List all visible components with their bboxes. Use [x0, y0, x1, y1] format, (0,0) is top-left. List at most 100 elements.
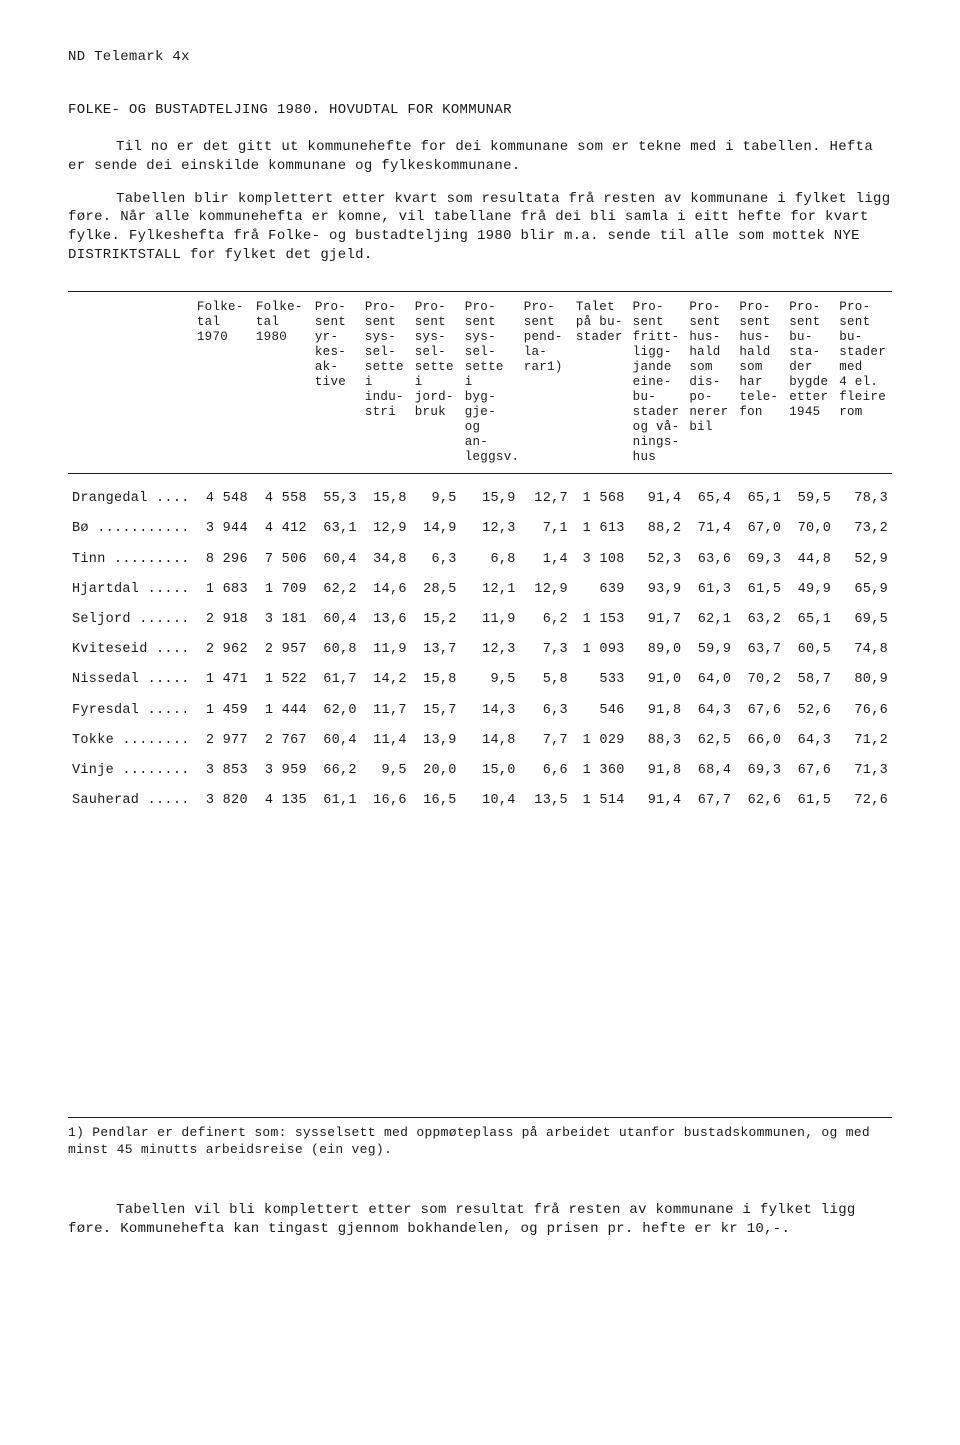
cell: 67,0	[735, 514, 785, 544]
cell: 6,3	[411, 545, 461, 575]
cell: 63,6	[685, 545, 735, 575]
row-name: Nissedal .....	[68, 665, 193, 695]
cell: 89,0	[629, 635, 686, 665]
cell: 5,8	[520, 665, 572, 695]
cell: 2 957	[252, 635, 311, 665]
row-name: Vinje ........	[68, 756, 193, 786]
cell: 1 153	[572, 605, 629, 635]
cell: 12,3	[461, 635, 520, 665]
cell: 72,6	[835, 786, 892, 816]
cell: 60,4	[311, 545, 361, 575]
col-header: Pro- sent sys- sel- sette i byg- gje- og…	[461, 292, 520, 474]
cell: 65,1	[785, 605, 835, 635]
row-name: Sauherad .....	[68, 786, 193, 816]
cell: 7 506	[252, 545, 311, 575]
cell: 64,3	[685, 696, 735, 726]
cell: 91,8	[629, 756, 686, 786]
cell: 13,6	[361, 605, 411, 635]
cell: 91,7	[629, 605, 686, 635]
table-row: Tinn .........8 2967 50660,434,86,36,81,…	[68, 545, 892, 575]
cell: 546	[572, 696, 629, 726]
cell: 11,4	[361, 726, 411, 756]
cell: 3 853	[193, 756, 252, 786]
cell: 3 959	[252, 756, 311, 786]
table-body: Drangedal ....4 5484 55855,315,89,515,91…	[68, 474, 892, 817]
page-code: ND Telemark 4x	[68, 48, 892, 67]
cell: 2 918	[193, 605, 252, 635]
cell: 6,3	[520, 696, 572, 726]
table-row: Fyresdal .....1 4591 44462,011,715,714,3…	[68, 696, 892, 726]
cell: 52,9	[835, 545, 892, 575]
cell: 91,4	[629, 474, 686, 515]
cell: 2 977	[193, 726, 252, 756]
col-header: Pro- sent yr- kes- ak- tive	[311, 292, 361, 474]
cell: 11,9	[461, 605, 520, 635]
cell: 44,8	[785, 545, 835, 575]
table-row: Hjartdal .....1 6831 70962,214,628,512,1…	[68, 575, 892, 605]
row-name: Seljord ......	[68, 605, 193, 635]
cell: 67,6	[785, 756, 835, 786]
cell: 60,5	[785, 635, 835, 665]
cell: 60,4	[311, 605, 361, 635]
cell: 64,0	[685, 665, 735, 695]
cell: 9,5	[411, 474, 461, 515]
cell: 78,3	[835, 474, 892, 515]
cell: 68,4	[685, 756, 735, 786]
col-header: Pro- sent hus- hald som har tele- fon	[735, 292, 785, 474]
footnote: 1) Pendlar er definert som: sysselsett m…	[68, 1117, 892, 1159]
cell: 73,2	[835, 514, 892, 544]
cell: 7,1	[520, 514, 572, 544]
cell: 11,7	[361, 696, 411, 726]
cell: 93,9	[629, 575, 686, 605]
cell: 15,9	[461, 474, 520, 515]
cell: 91,8	[629, 696, 686, 726]
cell: 6,6	[520, 756, 572, 786]
cell: 65,1	[735, 474, 785, 515]
row-name: Bø ...........	[68, 514, 193, 544]
cell: 12,9	[361, 514, 411, 544]
cell: 61,3	[685, 575, 735, 605]
cell: 60,8	[311, 635, 361, 665]
cell: 1 029	[572, 726, 629, 756]
row-name: Tokke ........	[68, 726, 193, 756]
intro-para-2: Tabellen blir komplettert etter kvart so…	[68, 190, 892, 266]
cell: 66,2	[311, 756, 361, 786]
cell: 3 820	[193, 786, 252, 816]
intro-para-1: Til no er det gitt ut kommunehefte for d…	[68, 138, 892, 176]
cell: 71,3	[835, 756, 892, 786]
table-row: Seljord ......2 9183 18160,413,615,211,9…	[68, 605, 892, 635]
cell: 88,3	[629, 726, 686, 756]
cell: 13,7	[411, 635, 461, 665]
col-header: Pro- sent sys- sel- sette i jord- bruk	[411, 292, 461, 474]
main-table: Folke- tal 1970Folke- tal 1980Pro- sent …	[68, 291, 892, 816]
cell: 1 683	[193, 575, 252, 605]
cell: 1 568	[572, 474, 629, 515]
cell: 69,3	[735, 545, 785, 575]
cell: 61,5	[785, 786, 835, 816]
cell: 66,0	[735, 726, 785, 756]
page-title: FOLKE- OG BUSTADTELJING 1980. HOVUDTAL F…	[68, 101, 892, 120]
row-name: Tinn .........	[68, 545, 193, 575]
table-row: Tokke ........2 9772 76760,411,413,914,8…	[68, 726, 892, 756]
cell: 3 108	[572, 545, 629, 575]
cell: 11,9	[361, 635, 411, 665]
table-row: Sauherad .....3 8204 13561,116,616,510,4…	[68, 786, 892, 816]
row-name: Hjartdal .....	[68, 575, 193, 605]
cell: 13,9	[411, 726, 461, 756]
col-header: Folke- tal 1970	[193, 292, 252, 474]
cell: 1,4	[520, 545, 572, 575]
cell: 61,7	[311, 665, 361, 695]
cell: 12,9	[520, 575, 572, 605]
col-header: Pro- sent bu- sta- der bygde etter 1945	[785, 292, 835, 474]
cell: 65,4	[685, 474, 735, 515]
row-name: Drangedal ....	[68, 474, 193, 515]
cell: 7,7	[520, 726, 572, 756]
cell: 59,5	[785, 474, 835, 515]
cell: 52,6	[785, 696, 835, 726]
cell: 63,1	[311, 514, 361, 544]
table-row: Kviteseid ....2 9622 95760,811,913,712,3…	[68, 635, 892, 665]
cell: 4 412	[252, 514, 311, 544]
cell: 14,3	[461, 696, 520, 726]
cell: 1 709	[252, 575, 311, 605]
cell: 1 459	[193, 696, 252, 726]
